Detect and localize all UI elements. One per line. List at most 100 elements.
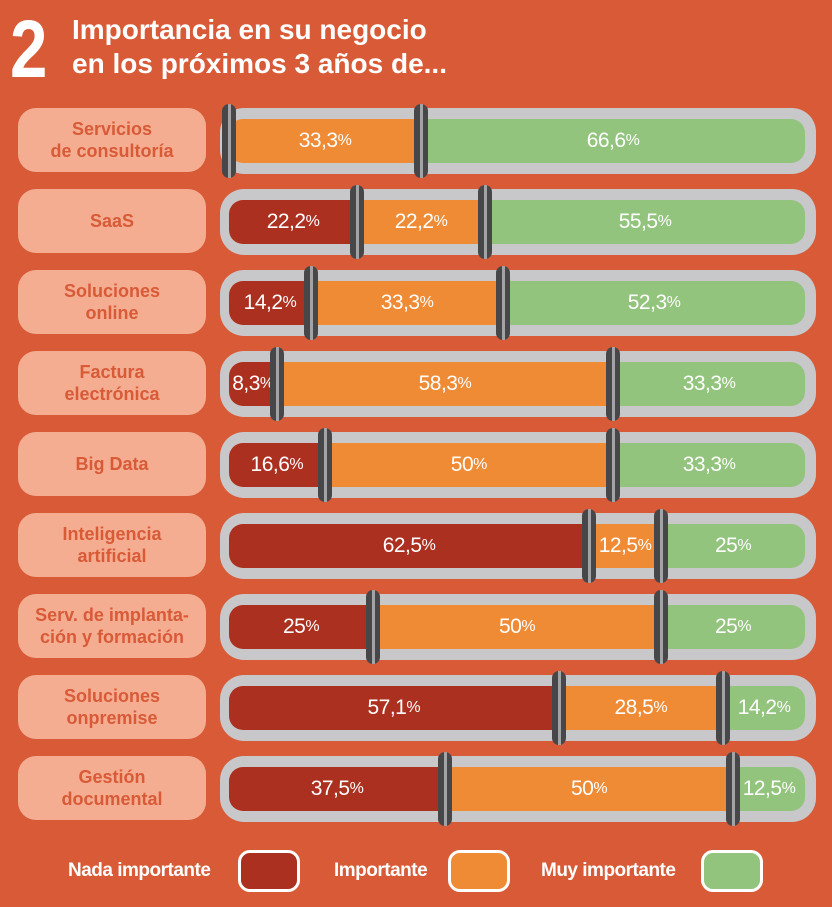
- bar-segment-nada-importante: 16,6%: [229, 443, 325, 487]
- bar-segment-muy-importante: 55,5%: [485, 200, 805, 244]
- percent-sign: %: [637, 537, 652, 554]
- segment-divider: [582, 509, 596, 583]
- bar-segment-muy-importante: 14,2%: [723, 686, 805, 730]
- percent-sign: %: [593, 780, 608, 797]
- percent-sign: %: [737, 618, 752, 635]
- bar-segment-nada-importante: 22,2%: [229, 200, 357, 244]
- segment-divider: [716, 671, 731, 745]
- category-label: Inteligencia artificial: [18, 513, 206, 577]
- data-label: 50: [450, 453, 474, 476]
- percent-sign: %: [282, 294, 297, 311]
- percent-sign: %: [473, 456, 487, 473]
- data-label: 33,3: [682, 372, 722, 395]
- segment-divider: [350, 185, 364, 259]
- segment-divider: [222, 104, 236, 178]
- category-label: Soluciones onpremise: [18, 675, 206, 739]
- segment-divider: [414, 104, 428, 178]
- bar-segment-importante: 33,3%: [310, 281, 504, 325]
- data-label: 25: [714, 615, 738, 638]
- data-label: 25: [714, 534, 738, 557]
- data-label: 25: [282, 615, 306, 638]
- bar-fill: 22,2% 22,2% 55,5%: [229, 200, 805, 244]
- data-label: 55,5: [618, 210, 658, 233]
- bar-segment-importante: 12,5%: [589, 524, 661, 568]
- percent-sign: %: [305, 213, 320, 230]
- percent-sign: %: [776, 699, 791, 716]
- data-label: 58,3: [418, 372, 458, 395]
- segment-divider: [606, 428, 620, 502]
- segment-divider: [366, 590, 380, 664]
- percent-sign: %: [457, 375, 472, 392]
- bar-fill: 16,6% 50% 33,3%: [229, 443, 805, 487]
- bar-fill: 33,3% 66,6%: [229, 119, 805, 163]
- legend-swatch-importante: [448, 850, 510, 892]
- bar-segment-importante: 28,5%: [558, 686, 724, 730]
- bar-segment-importante: 50%: [445, 767, 733, 811]
- data-label: 62,5: [382, 534, 422, 557]
- data-label: 14,2: [243, 291, 283, 314]
- data-label: 33,3: [298, 129, 338, 152]
- bar-segment-muy-importante: 25%: [661, 605, 805, 649]
- bar-fill: 14,2% 33,3% 52,3%: [229, 281, 805, 325]
- segment-divider: [551, 671, 566, 745]
- bar-segment-muy-importante: 12,5%: [733, 767, 805, 811]
- percent-sign: %: [737, 537, 752, 554]
- bar-segment-importante: 33,3%: [229, 119, 421, 163]
- chart-row: SaaS 22,2% 22,2% 55,5%: [0, 185, 832, 259]
- bar-segment-nada-importante: 62,5%: [229, 524, 589, 568]
- chart-row: Factura electrónica 8,3% 58,3% 33,3%: [0, 347, 832, 421]
- data-label: 16,6: [250, 453, 290, 476]
- percent-sign: %: [521, 618, 536, 635]
- legend-label-importante: Importante: [334, 860, 428, 881]
- legend-label-nada: Nada importante: [68, 860, 211, 881]
- legend: Nada importante Importante Muy important…: [0, 850, 832, 894]
- category-label: Gestión documental: [18, 756, 206, 820]
- title-line-2: en los próximos 3 años de...: [72, 48, 447, 79]
- data-label: 12,5: [598, 534, 638, 557]
- data-label: 52,3: [627, 291, 667, 314]
- percent-sign: %: [625, 132, 640, 149]
- data-label: 22,2: [394, 210, 434, 233]
- category-label: SaaS: [18, 189, 206, 253]
- bar-fill: 62,5% 12,5% 25%: [229, 524, 805, 568]
- chart-row: Servicios de consultoría 33,3% 66,6%: [0, 104, 832, 178]
- percent-sign: %: [666, 294, 681, 311]
- legend-swatch-nada: [238, 850, 300, 892]
- data-label: 57,1: [367, 696, 407, 719]
- percent-sign: %: [349, 780, 364, 797]
- bar-segment-muy-importante: 33,3%: [613, 443, 805, 487]
- bar-fill: 8,3% 58,3% 33,3%: [229, 362, 805, 406]
- bar-segment-importante: 58,3%: [276, 362, 613, 406]
- bar-segment-muy-importante: 25%: [661, 524, 805, 568]
- percent-sign: %: [657, 213, 672, 230]
- bar-segment-nada-importante: 37,5%: [229, 767, 445, 811]
- bar-fill: 37,5% 50% 12,5%: [229, 767, 805, 811]
- chart-row: Big Data 16,6% 50% 33,3%: [0, 428, 832, 502]
- percent-sign: %: [305, 618, 320, 635]
- bar-segment-muy-importante: 52,3%: [503, 281, 805, 325]
- category-label: Soluciones online: [18, 270, 206, 334]
- chart-title: Importancia en su negocio en los próximo…: [72, 13, 447, 81]
- percent-sign: %: [419, 294, 434, 311]
- chart-row: Inteligencia artificial 62,5% 12,5% 25%: [0, 509, 832, 583]
- percent-sign: %: [721, 375, 736, 392]
- data-label: 50: [498, 615, 522, 638]
- category-label: Factura electrónica: [18, 351, 206, 415]
- segment-divider: [654, 509, 668, 583]
- percent-sign: %: [781, 780, 796, 797]
- bar-fill: 57,1% 28,5% 14,2%: [229, 686, 805, 730]
- segment-divider: [496, 266, 511, 340]
- legend-label-muy: Muy importante: [541, 860, 676, 881]
- chart-row: Soluciones online 14,2% 33,3% 52,3%: [0, 266, 832, 340]
- percent-sign: %: [653, 699, 668, 716]
- segment-divider: [317, 428, 332, 502]
- bar-segment-nada-importante: 25%: [229, 605, 373, 649]
- segment-divider: [726, 752, 740, 826]
- percent-sign: %: [421, 537, 436, 554]
- segment-divider: [303, 266, 318, 340]
- data-label: 33,3: [682, 453, 722, 476]
- bar-segment-nada-importante: 14,2%: [229, 281, 311, 325]
- bar-fill: 25% 50% 25%: [229, 605, 805, 649]
- data-label: 14,2: [737, 696, 777, 719]
- data-label: 50: [570, 777, 594, 800]
